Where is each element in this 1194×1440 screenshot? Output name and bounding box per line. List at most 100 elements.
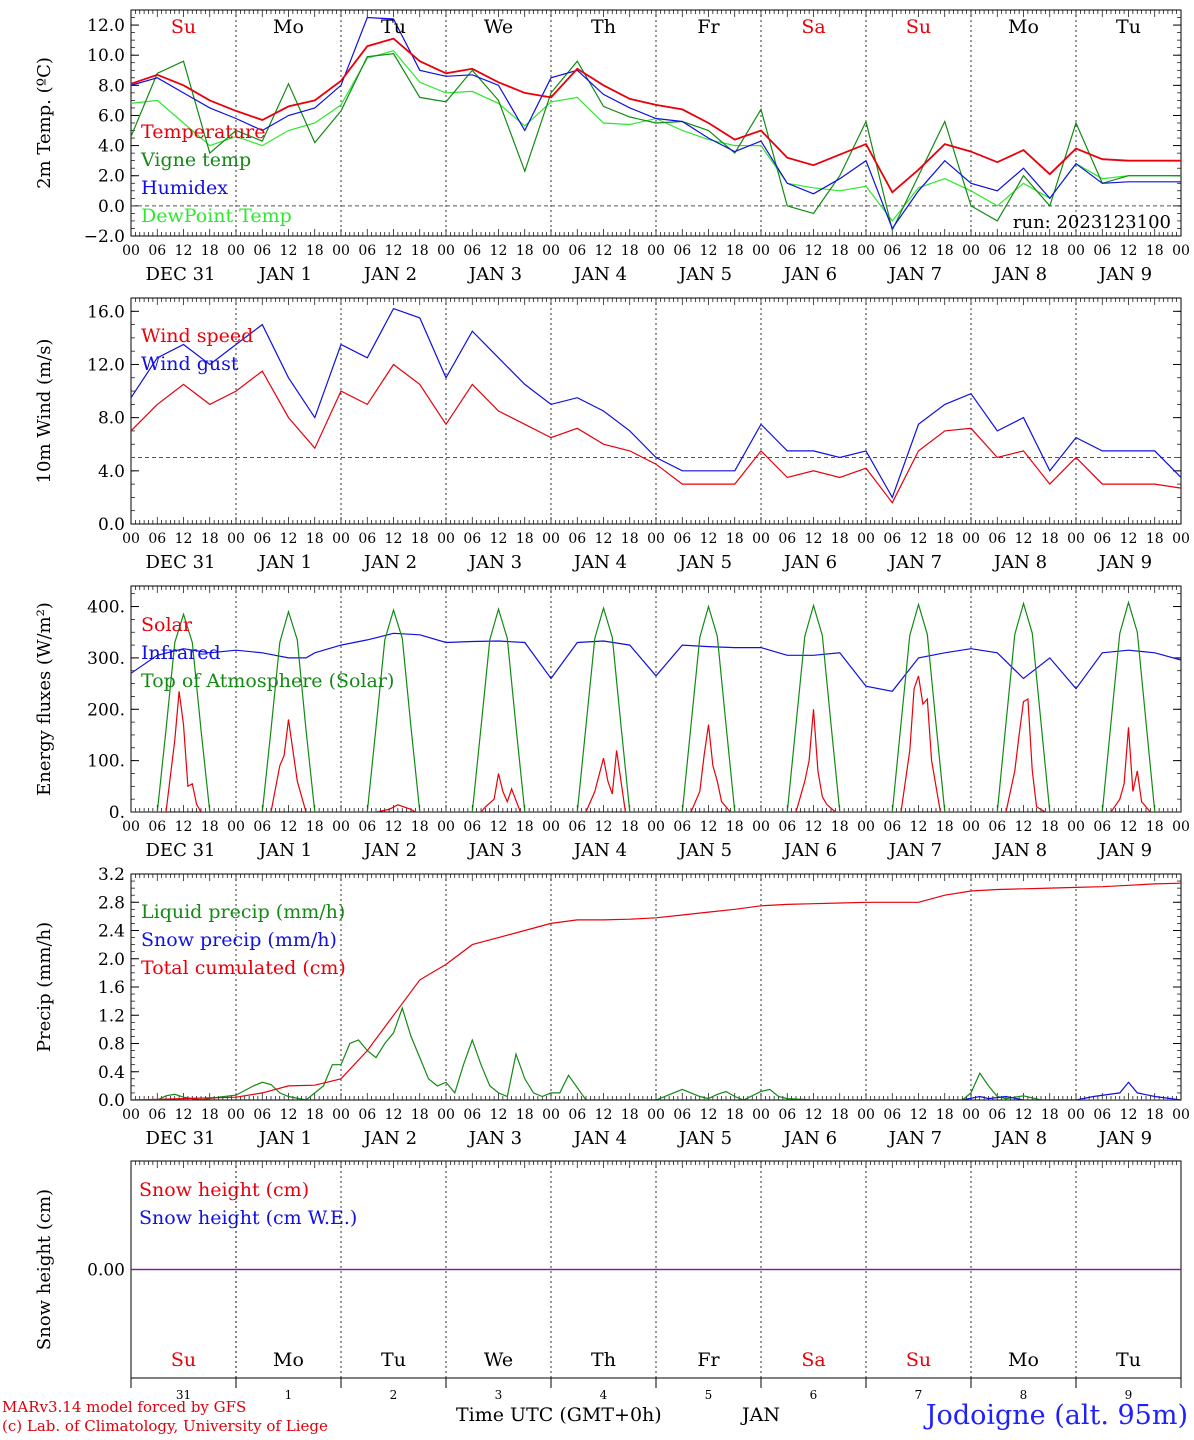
- day-number: 31: [176, 1388, 191, 1402]
- hour-tick-label: 06: [988, 243, 1006, 259]
- hour-tick-label: 18: [411, 1107, 429, 1123]
- hour-tick-label: 00: [227, 819, 245, 835]
- date-label: JAN 7: [887, 264, 942, 285]
- y-tick-label: 0.4: [98, 1063, 125, 1083]
- hour-tick-label: 06: [358, 531, 376, 547]
- hour-tick-label: 00: [752, 531, 770, 547]
- date-label: JAN 4: [572, 1128, 627, 1149]
- hour-tick-label: 12: [1015, 819, 1033, 835]
- date-label: JAN 4: [572, 840, 627, 861]
- date-label: JAN 2: [362, 840, 417, 861]
- y-tick-label: 3.2: [98, 865, 125, 885]
- y-axis-label: Energy fluxes (W/m²): [34, 602, 55, 796]
- hour-tick-label: 18: [201, 1107, 219, 1123]
- hour-tick-label: 12: [910, 819, 928, 835]
- hour-tick-label: 06: [253, 1107, 271, 1123]
- day-number: 3: [495, 1388, 503, 1402]
- day-number: 7: [915, 1388, 923, 1402]
- hour-tick-label: 18: [1041, 819, 1059, 835]
- hour-tick-label: 12: [910, 243, 928, 259]
- hour-tick-label: 18: [1146, 243, 1164, 259]
- hour-tick-label: 12: [490, 819, 508, 835]
- day-of-week-bottom: Su: [906, 1349, 931, 1371]
- hour-tick-label: 00: [542, 819, 560, 835]
- hour-tick-label: 00: [122, 243, 140, 259]
- hour-tick-label: 06: [568, 819, 586, 835]
- hour-tick-label: 18: [1041, 1107, 1059, 1123]
- hour-tick-label: 12: [1015, 243, 1033, 259]
- date-label: JAN 9: [1097, 552, 1152, 573]
- hour-tick-label: 06: [778, 243, 796, 259]
- y-tick-label: 0.8: [98, 1035, 125, 1055]
- date-label: JAN 8: [992, 264, 1047, 285]
- date-label: DEC 31: [146, 264, 216, 285]
- y-axis-label: Snow height (cm): [34, 1189, 55, 1350]
- hour-tick-label: 00: [1067, 531, 1085, 547]
- hour-tick-label: 12: [595, 1107, 613, 1123]
- legend-entry: Snow height (cm): [139, 1179, 309, 1201]
- hour-tick-label: 12: [910, 531, 928, 547]
- hour-tick-label: 00: [962, 819, 980, 835]
- hour-tick-label: 06: [358, 243, 376, 259]
- date-label: JAN 6: [782, 552, 837, 573]
- hour-tick-label: 18: [726, 819, 744, 835]
- y-tick-label: 12.0: [87, 355, 125, 375]
- hour-tick-label: 18: [936, 1107, 954, 1123]
- date-label: JAN 2: [362, 552, 417, 573]
- date-label: JAN 5: [677, 264, 732, 285]
- y-tick-label: 1.2: [98, 1006, 125, 1026]
- date-label: DEC 31: [146, 1128, 216, 1149]
- hour-tick-label: 12: [595, 531, 613, 547]
- legend-entry: Total cumulated (cm): [141, 957, 346, 979]
- legend-entry: DewPoint Temp: [141, 205, 292, 227]
- hour-tick-label: 18: [831, 819, 849, 835]
- day-number: 1: [285, 1388, 293, 1402]
- hour-tick-label: 00: [857, 531, 875, 547]
- hour-tick-label: 06: [673, 531, 691, 547]
- hour-tick-label: 06: [358, 819, 376, 835]
- date-label: JAN 6: [782, 264, 837, 285]
- y-tick-label: 0.: [109, 803, 125, 823]
- day-of-week-bottom: Su: [171, 1349, 196, 1371]
- hour-tick-label: 06: [148, 819, 166, 835]
- time-axis-label: Time UTC (GMT+0h): [456, 1404, 662, 1426]
- hour-tick-label: 12: [805, 819, 823, 835]
- date-label: JAN 9: [1097, 1128, 1152, 1149]
- hour-tick-label: 18: [306, 243, 324, 259]
- hour-tick-label: 18: [1041, 531, 1059, 547]
- day-of-week-top: Su: [171, 16, 196, 38]
- y-tick-label: 10.0: [87, 46, 125, 66]
- hour-tick-label: 12: [910, 1107, 928, 1123]
- day-number: 2: [390, 1388, 398, 1402]
- date-label: JAN 9: [1097, 840, 1152, 861]
- hour-tick-label: 00: [1172, 1107, 1190, 1123]
- hour-tick-label: 12: [175, 243, 193, 259]
- hour-tick-label: 18: [831, 1107, 849, 1123]
- hour-tick-label: 18: [516, 819, 534, 835]
- hour-tick-label: 12: [1120, 243, 1138, 259]
- y-tick-label: 0.0: [98, 197, 125, 217]
- hour-tick-label: 12: [1120, 1107, 1138, 1123]
- day-of-week-bottom: Tu: [381, 1349, 406, 1371]
- hour-tick-label: 18: [726, 1107, 744, 1123]
- hour-tick-label: 00: [1067, 819, 1085, 835]
- hour-tick-label: 00: [752, 1107, 770, 1123]
- date-label: JAN 5: [677, 840, 732, 861]
- hour-tick-label: 06: [463, 1107, 481, 1123]
- day-of-week-top: We: [484, 16, 513, 38]
- date-label: JAN 3: [467, 264, 522, 285]
- hour-tick-label: 06: [988, 1107, 1006, 1123]
- hour-tick-label: 18: [411, 819, 429, 835]
- hour-tick-label: 06: [778, 819, 796, 835]
- date-label: JAN 1: [257, 840, 312, 861]
- hour-tick-label: 06: [463, 819, 481, 835]
- y-tick-label: 300.: [87, 649, 125, 669]
- hour-tick-label: 00: [1172, 531, 1190, 547]
- hour-tick-label: 18: [411, 243, 429, 259]
- y-tick-label: 2.0: [98, 167, 125, 187]
- month-label: JAN: [742, 1404, 780, 1426]
- day-number: 4: [600, 1388, 608, 1402]
- date-label: JAN 8: [992, 840, 1047, 861]
- hour-tick-label: 12: [175, 819, 193, 835]
- series-line-wind-gust: [131, 307, 1181, 499]
